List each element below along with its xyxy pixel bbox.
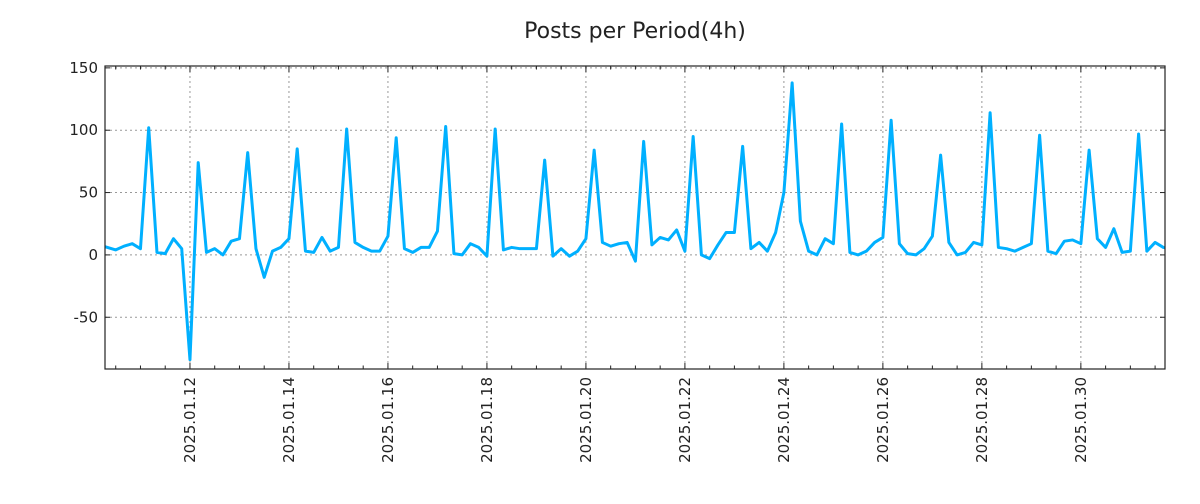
y-tick-label: 0 <box>88 246 98 264</box>
plot-frame <box>105 66 1165 369</box>
x-tick-label: 2025.01.12 <box>181 377 199 463</box>
x-tick-label: 2025.01.22 <box>676 377 694 463</box>
y-tick-label: -50 <box>74 308 99 326</box>
x-tick-label: 2025.01.20 <box>577 377 595 463</box>
y-tick-label: 150 <box>69 59 98 77</box>
x-tick-label: 2025.01.26 <box>874 377 892 463</box>
x-tick-label: 2025.01.18 <box>478 377 496 463</box>
y-tick-label: 50 <box>79 184 98 202</box>
series-group <box>99 83 1172 360</box>
x-tick-label: 2025.01.28 <box>973 377 991 463</box>
y-tick-label: 100 <box>69 121 98 139</box>
x-tick-label: 2025.01.14 <box>280 377 298 463</box>
series-line-posts <box>99 83 1171 360</box>
x-tick-label: 2025.01.30 <box>1072 377 1090 463</box>
x-tick-label: 2025.01.16 <box>379 377 397 463</box>
grid <box>105 66 1165 369</box>
chart-title: Posts per Period(4h) <box>524 19 746 44</box>
axis-ticks: -50 0 50 100 150 2025.01.12 2025.01.14 2025.01.… <box>69 59 1165 463</box>
x-tick-label: 2025.01.24 <box>775 377 793 463</box>
